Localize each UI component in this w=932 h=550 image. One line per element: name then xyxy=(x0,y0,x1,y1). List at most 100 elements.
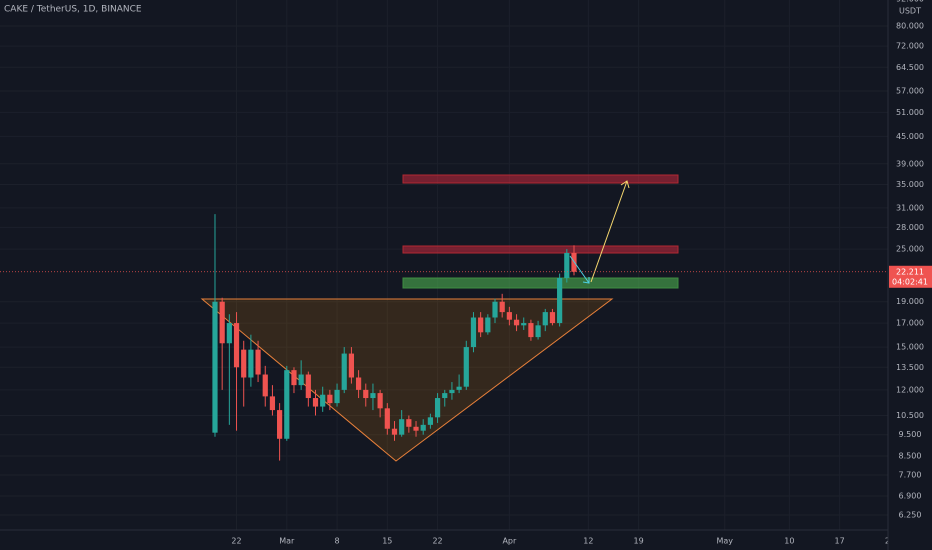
x-tick-label: 19 xyxy=(634,537,644,546)
x-tick-label: 17 xyxy=(835,537,845,546)
y-tick-label: 19.000 xyxy=(896,297,924,306)
x-tick-label: 22 xyxy=(432,537,442,546)
candle-body xyxy=(363,389,369,399)
candle-body xyxy=(377,393,383,409)
candle-body xyxy=(370,393,376,399)
candle-body xyxy=(262,374,268,397)
candle-body xyxy=(434,398,441,418)
candle-body xyxy=(449,389,455,394)
x-tick-label: 22 xyxy=(231,537,241,546)
candle-body xyxy=(348,353,355,378)
x-tick-label: 12 xyxy=(583,537,593,546)
candle-body xyxy=(277,410,283,439)
candle-body xyxy=(248,349,254,378)
candle-body xyxy=(535,325,541,338)
candle-body xyxy=(485,317,491,333)
y-tick-label: 7.700 xyxy=(899,470,922,479)
y-tick-label: 51.000 xyxy=(896,108,924,117)
last-price-tag xyxy=(889,265,932,288)
y-tick-label: 10.500 xyxy=(896,411,924,420)
candle-body xyxy=(327,394,333,404)
candle-body xyxy=(355,377,362,390)
candle-body xyxy=(341,353,347,390)
candle-body xyxy=(255,349,261,375)
candle-body xyxy=(334,389,340,404)
candle-body xyxy=(406,419,412,427)
y-tick-label: 6.250 xyxy=(899,511,922,520)
support-zone xyxy=(402,277,679,289)
grid xyxy=(0,0,890,530)
candle-body xyxy=(269,396,276,411)
y-tick-label: 9.500 xyxy=(899,430,922,439)
x-tick-label: 10 xyxy=(784,537,794,546)
candle-body xyxy=(212,301,218,433)
resistance-zone xyxy=(402,174,679,184)
x-tick-label: May xyxy=(716,537,733,546)
y-tick-label: 12.000 xyxy=(896,385,924,394)
candle-body xyxy=(219,301,225,344)
candle-body xyxy=(470,317,477,348)
y-axis: 92.000 80.000 72.000 64.500 57.000 51.000 45.0… xyxy=(889,0,932,520)
candle-body xyxy=(528,323,534,338)
candle-body xyxy=(521,323,527,326)
y-tick-label: 15.000 xyxy=(896,343,924,352)
candle-body xyxy=(557,278,563,324)
candle-body xyxy=(320,394,326,407)
candle-body xyxy=(241,349,247,378)
candle-body xyxy=(291,370,297,386)
candle-body xyxy=(442,393,448,399)
y-tick-label: 35.000 xyxy=(896,180,924,189)
y-tick-label: 64.500 xyxy=(896,63,924,72)
x-tick-label: 15 xyxy=(382,537,392,546)
resistance-zone xyxy=(402,245,679,254)
candle-body xyxy=(233,323,240,368)
candle-body xyxy=(298,374,304,386)
x-tick-label: Mar xyxy=(279,537,295,546)
last-price-label: 22.211 xyxy=(896,267,924,276)
y-tick-label: 6.900 xyxy=(899,492,922,501)
y-tick-label: 17.000 xyxy=(896,319,924,328)
y-tick-label: 39.000 xyxy=(896,159,924,168)
candle-body xyxy=(463,347,469,387)
candle-body xyxy=(312,398,319,407)
chart-title: CAKE / TetherUS, 1D, BINANCE xyxy=(4,5,142,15)
countdown-label: 04:02:41 xyxy=(892,277,928,286)
candles xyxy=(212,214,577,461)
unit-label: USDT xyxy=(899,7,921,16)
candle-body xyxy=(549,312,556,324)
candle-body xyxy=(413,426,419,431)
candle-body xyxy=(391,428,398,435)
candle-body xyxy=(284,370,290,439)
candle-body xyxy=(305,374,311,399)
y-tick-label: 80.000 xyxy=(896,21,924,30)
y-tick-label: 92.000 xyxy=(896,0,924,4)
candle-body xyxy=(564,252,570,279)
candle-body xyxy=(226,323,232,344)
arrow-head xyxy=(620,180,630,189)
y-tick-label: 13.500 xyxy=(896,363,924,372)
y-tick-label: 25.000 xyxy=(896,245,924,254)
candle-body xyxy=(399,419,405,435)
candle-body xyxy=(513,319,520,326)
candle-body xyxy=(478,317,484,333)
arrow xyxy=(569,255,590,284)
candle-body xyxy=(492,301,498,318)
y-tick-label: 45.000 xyxy=(896,132,924,141)
y-tick-label: 31.000 xyxy=(896,203,924,212)
candle-body xyxy=(499,301,505,313)
y-tick-label: 72.000 xyxy=(896,42,924,51)
candle-body xyxy=(427,417,433,425)
y-tick-label: 57.000 xyxy=(896,86,924,95)
y-tick-label: 28.000 xyxy=(896,223,924,232)
candle-body xyxy=(542,312,548,326)
x-tick-label: Apr xyxy=(502,537,517,546)
candle-body xyxy=(456,386,462,390)
x-tick-label: 8 xyxy=(335,537,340,546)
y-tick-label: 8.500 xyxy=(899,452,922,461)
arrow-head xyxy=(582,277,590,284)
candle-body xyxy=(506,312,512,320)
candle-body xyxy=(420,424,426,431)
